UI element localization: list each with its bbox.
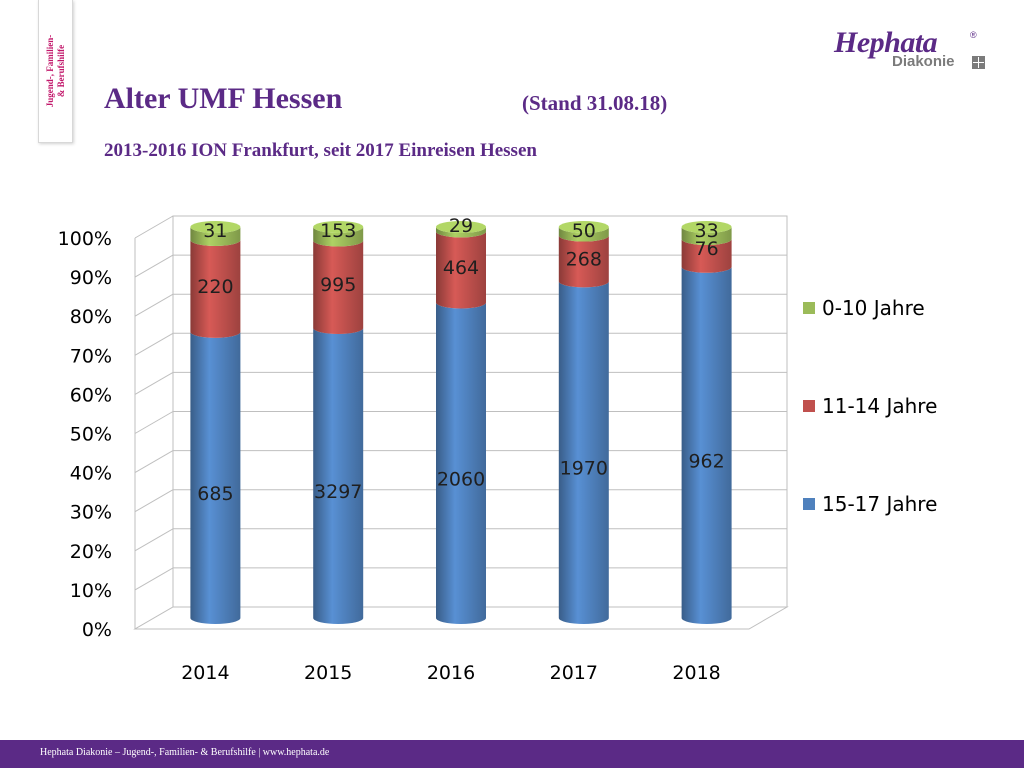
logo-registered-mark: ® — [970, 30, 977, 40]
bar-top-cap — [313, 221, 364, 233]
bar-segment-11-14-jahre-2017 — [558, 235, 609, 288]
gridline-side — [134, 489, 174, 513]
bar-segment-15-17-jahre-2017 — [558, 281, 609, 624]
y-tick-label: 80% — [70, 306, 112, 328]
data-label: 50 — [572, 220, 596, 242]
y-tick-label: 0% — [82, 619, 112, 641]
y-tick-label: 50% — [70, 424, 112, 446]
gridline-side — [134, 293, 174, 317]
legend-swatch — [803, 400, 815, 412]
bar-segment-0-10-jahre-2014 — [190, 227, 241, 246]
bar-segment-0-10-jahre-2017 — [558, 227, 609, 242]
gridline-side — [134, 528, 174, 552]
bar-segment-15-17-jahre-2016 — [436, 302, 486, 624]
y-tick-label: 40% — [70, 463, 112, 485]
data-label: 153 — [320, 220, 356, 242]
page-title: Alter UMF Hessen — [104, 82, 343, 115]
data-label: 220 — [197, 276, 233, 298]
logo-name: Hephata — [834, 26, 938, 59]
data-label: 1970 — [560, 458, 608, 480]
legend-swatch — [803, 498, 815, 510]
y-tick-label: 70% — [70, 345, 112, 367]
bar-top-cap — [190, 221, 241, 233]
hephata-logo: Hephata ® Diakonie — [834, 26, 994, 76]
gridline-side — [134, 332, 174, 356]
footer-text: Hephata Diakonie – Jugend-, Familien- & … — [40, 747, 330, 758]
data-label: 2060 — [437, 468, 485, 490]
y-tick-label: 10% — [70, 580, 112, 602]
bar-segment-15-17-jahre-2014 — [190, 331, 241, 624]
gridline-side — [134, 371, 174, 395]
data-label: 268 — [566, 248, 602, 270]
bar-segment-15-17-jahre-2015 — [313, 327, 364, 624]
y-tick-label: 100% — [58, 228, 112, 250]
bar-segment-15-17-jahre-2018 — [681, 266, 732, 624]
date-stand: (Stand 31.08.18) — [522, 91, 668, 115]
y-tick-label: 60% — [70, 384, 112, 406]
data-label: 3297 — [314, 481, 362, 503]
y-tick-label: 20% — [70, 541, 112, 563]
data-label: 464 — [443, 257, 479, 279]
x-tick-label: 2015 — [304, 662, 352, 684]
x-tick-label: 2016 — [427, 662, 475, 684]
legend-label: 15-17 Jahre — [822, 492, 937, 516]
bar-segment-11-14-jahre-2015 — [313, 240, 364, 334]
data-label: 995 — [320, 274, 356, 296]
data-label: 33 — [695, 220, 719, 242]
data-label: 31 — [203, 220, 227, 242]
data-label: 685 — [197, 483, 233, 505]
legend-label: 11-14 Jahre — [822, 394, 937, 418]
x-tick-label: 2014 — [181, 662, 229, 684]
y-tick-label: 90% — [70, 267, 112, 289]
page-subtitle: 2013-2016 ION Frankfurt, seit 2017 Einre… — [104, 140, 537, 161]
y-tick-label: 30% — [70, 502, 112, 524]
legend-swatch — [803, 302, 815, 314]
bar-top-cap — [436, 221, 486, 233]
footer-bar: Hephata Diakonie – Jugend-, Familien- & … — [0, 740, 1024, 768]
department-tab: Jugend-, Familien- & Berufshilfe — [38, 0, 73, 143]
gridline-side — [134, 215, 174, 239]
logo-diakonie: Diakonie — [892, 53, 955, 70]
bar-segment-0-10-jahre-2015 — [313, 227, 364, 247]
gridline-side — [134, 254, 174, 278]
data-label: 76 — [695, 238, 719, 260]
bar-segment-0-10-jahre-2016 — [436, 227, 486, 238]
bar-segment-11-14-jahre-2014 — [190, 239, 241, 338]
bar-segment-11-14-jahre-2016 — [436, 231, 486, 309]
bar-top-cap — [681, 221, 732, 233]
bar-segment-11-14-jahre-2018 — [681, 239, 732, 273]
legend-label: 0-10 Jahre — [822, 296, 925, 320]
x-tick-label: 2017 — [550, 662, 598, 684]
data-label: 962 — [688, 450, 724, 472]
gridline-side — [134, 411, 174, 434]
data-label: 29 — [449, 215, 473, 237]
x-tick-label: 2018 — [672, 662, 720, 684]
bar-top-cap — [558, 221, 609, 233]
diakonie-cross-icon — [972, 56, 985, 69]
stacked-bar-chart: 0% 10% 20% 30% 40% 50% 60% 70% 80% 90% 100% 685 220 3… — [58, 215, 938, 684]
bar-segment-0-10-jahre-2018 — [681, 227, 732, 246]
gridline-side — [134, 567, 174, 591]
gridline-side — [134, 450, 174, 474]
